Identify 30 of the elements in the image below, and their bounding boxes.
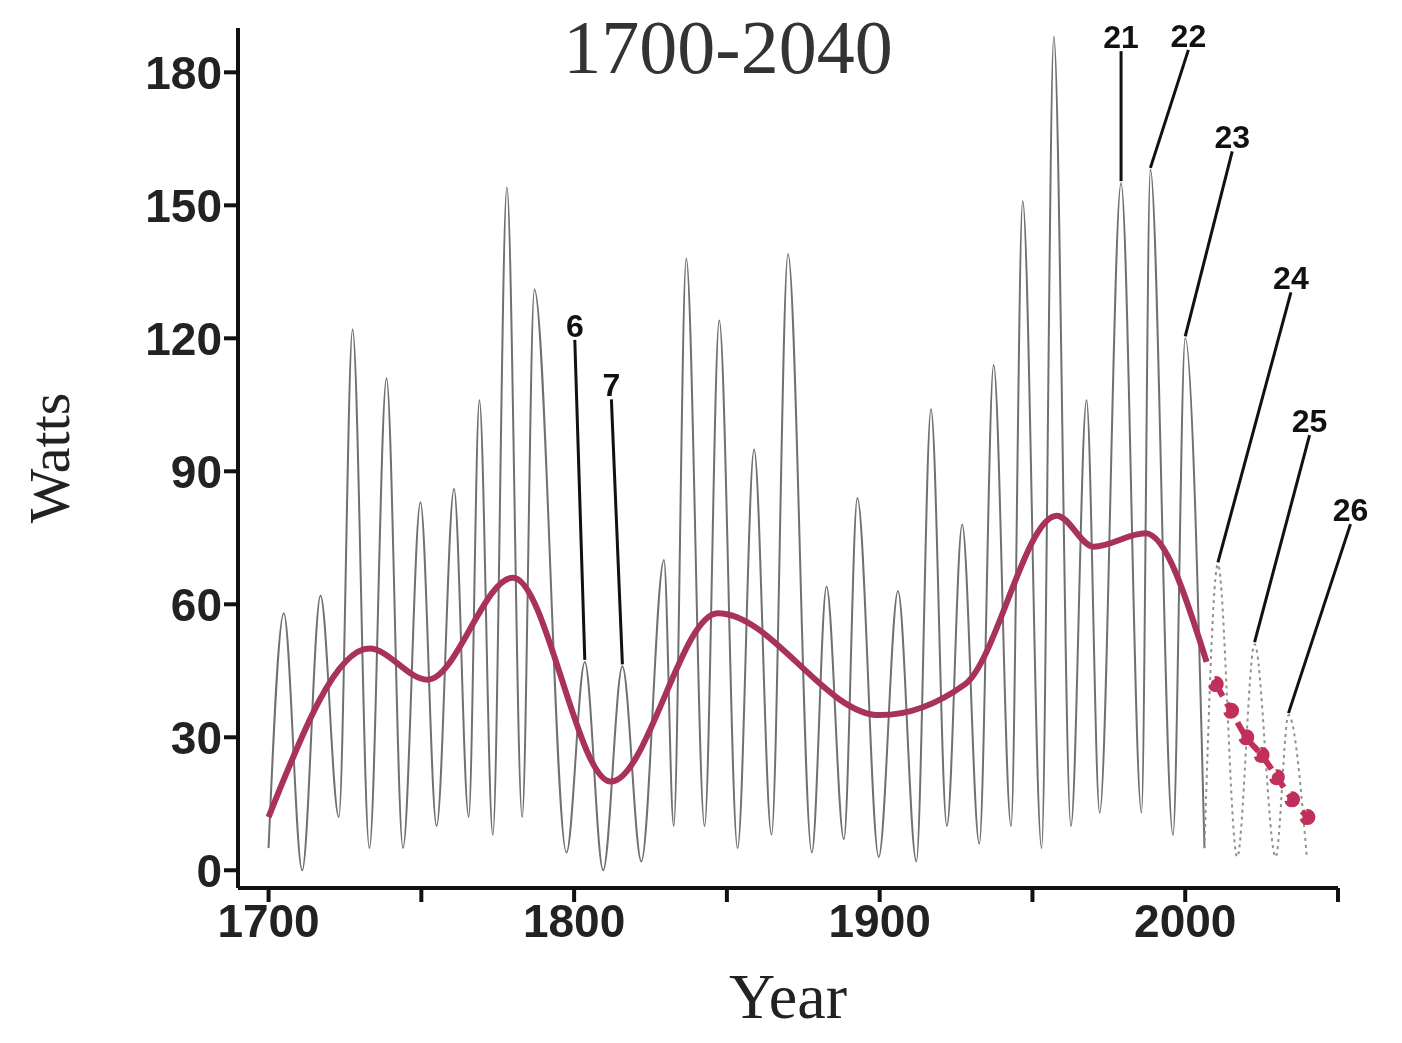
y-tick-label: 30 bbox=[170, 711, 222, 764]
y-tick-label: 0 bbox=[196, 844, 222, 897]
point bbox=[1299, 809, 1316, 826]
annotation: 23 bbox=[1214, 119, 1251, 156]
line-series bbox=[1203, 563, 1308, 858]
x-tick-label: 1900 bbox=[828, 894, 931, 947]
annotation: 24 bbox=[1273, 260, 1309, 297]
annotation: 7 bbox=[602, 367, 621, 404]
x-tick-label: 1800 bbox=[522, 894, 626, 947]
point bbox=[1253, 747, 1270, 764]
y-axis-title: Watts bbox=[16, 392, 82, 524]
y-tick-label: 120 bbox=[145, 312, 222, 365]
point bbox=[1223, 702, 1240, 719]
point bbox=[1238, 729, 1255, 746]
point bbox=[1268, 769, 1285, 786]
chart-title: 1700-2040 bbox=[562, 4, 894, 91]
annotation: 6 bbox=[565, 307, 584, 344]
y-tick-label: 180 bbox=[145, 46, 222, 99]
x-tick-label: 1700 bbox=[217, 894, 320, 947]
annotation: 26 bbox=[1332, 492, 1369, 529]
x-axis-title: Year bbox=[729, 961, 847, 1032]
annotation: 22 bbox=[1170, 17, 1207, 54]
x-tick-label: 2000 bbox=[1134, 894, 1237, 947]
annotation: 25 bbox=[1291, 403, 1328, 440]
y-tick-label: 60 bbox=[170, 578, 222, 631]
annotation: 21 bbox=[1103, 19, 1139, 56]
y-tick-label: 150 bbox=[145, 179, 222, 232]
point bbox=[1207, 676, 1224, 693]
y-tick-label: 90 bbox=[170, 445, 222, 498]
point bbox=[1284, 791, 1301, 808]
